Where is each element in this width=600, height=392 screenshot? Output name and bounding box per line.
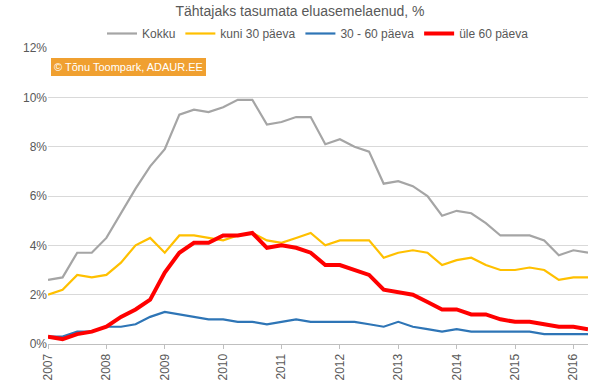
svg-text:10%: 10% (23, 91, 47, 105)
svg-text:2009: 2009 (158, 353, 172, 380)
svg-text:12%: 12% (23, 41, 47, 55)
svg-text:6%: 6% (30, 189, 48, 203)
svg-text:2013: 2013 (391, 353, 405, 380)
svg-text:Kokku: Kokku (142, 27, 175, 41)
svg-text:2007: 2007 (41, 353, 55, 380)
svg-text:30 - 60 päeva: 30 - 60 päeva (340, 27, 414, 41)
svg-text:4%: 4% (30, 239, 48, 253)
svg-text:2010: 2010 (216, 353, 230, 380)
svg-text:2012: 2012 (333, 353, 347, 380)
svg-text:© Tõnu Toompark, ADAUR.EE: © Tõnu Toompark, ADAUR.EE (54, 61, 203, 73)
svg-text:2008: 2008 (99, 353, 113, 380)
svg-text:2016: 2016 (566, 353, 580, 380)
svg-text:2014: 2014 (450, 353, 464, 380)
svg-text:2%: 2% (30, 288, 48, 302)
svg-text:kuni 30 päeva: kuni 30 päeva (220, 27, 295, 41)
svg-text:2011: 2011 (274, 353, 288, 379)
svg-text:Tähtajaks tasumata eluasemelae: Tähtajaks tasumata eluasemelaenud, % (175, 3, 424, 19)
svg-text:2015: 2015 (508, 353, 522, 380)
svg-text:0%: 0% (30, 337, 48, 351)
svg-text:8%: 8% (30, 140, 48, 154)
svg-text:üle 60 päeva: üle 60 päeva (459, 27, 528, 41)
